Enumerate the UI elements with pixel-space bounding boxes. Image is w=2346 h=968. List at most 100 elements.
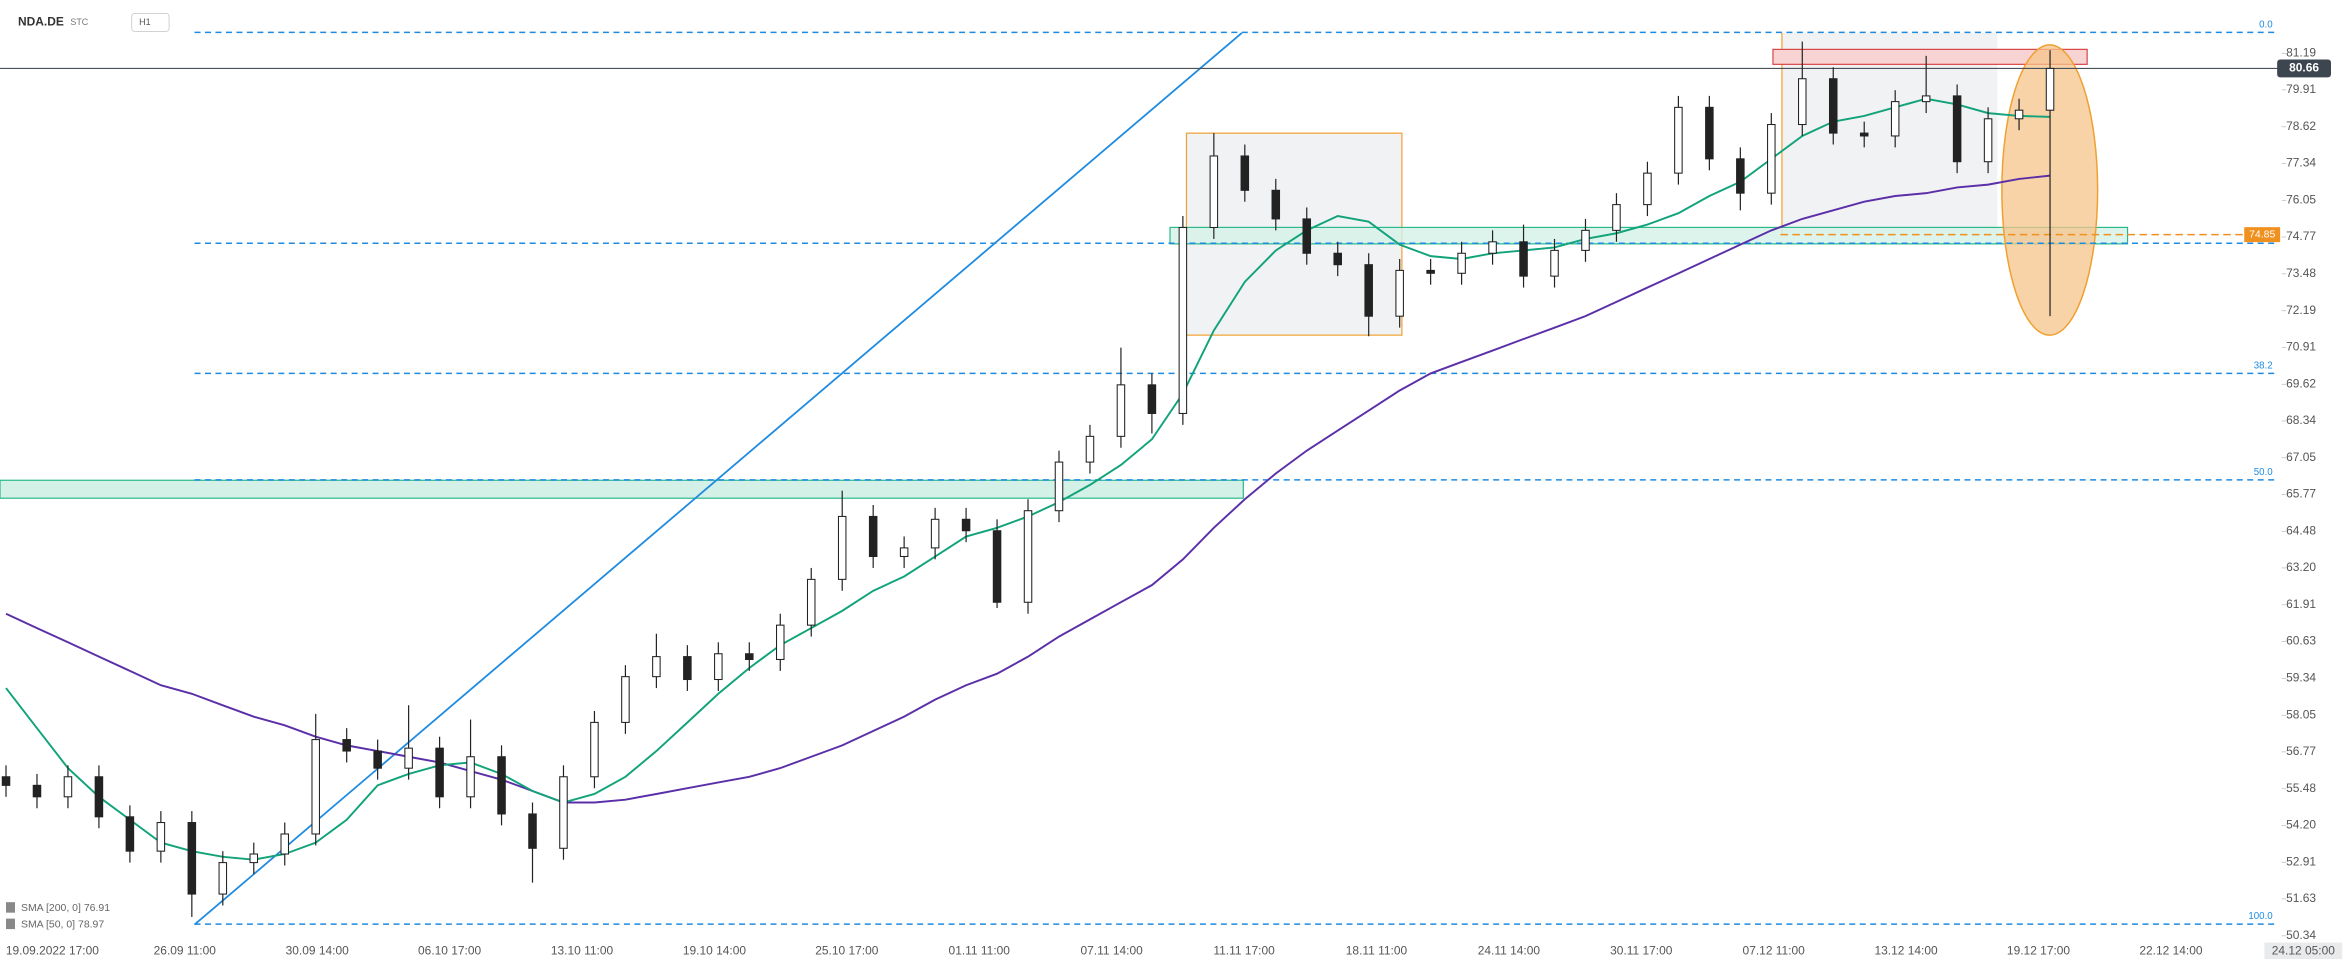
candle-body bbox=[1116, 384, 1126, 437]
candle-body bbox=[2045, 67, 2055, 111]
x-tick-label: 19.10 14:00 bbox=[683, 944, 746, 958]
axes: 81.19 79.91 78.62 77.34 76.05 74.77 73.48 72.19… bbox=[6, 45, 2343, 960]
x-tick-label: 22.12 14:00 bbox=[2139, 944, 2202, 958]
candle-body bbox=[1302, 218, 1312, 254]
candle-body bbox=[1983, 118, 1993, 163]
candle-body bbox=[125, 816, 135, 852]
y-tick-label: 60.63 bbox=[2286, 634, 2316, 648]
timeframe[interactable]: H1 bbox=[139, 17, 150, 27]
legend-icon bbox=[6, 918, 15, 930]
x-tick-label: 07.12 11:00 bbox=[1743, 944, 1806, 958]
candle-body bbox=[2014, 109, 2024, 120]
candle-body bbox=[559, 776, 568, 849]
y-tick-label: 52.91 bbox=[2286, 854, 2316, 868]
y-tick-label: 78.62 bbox=[2286, 119, 2316, 133]
candle-body bbox=[1178, 226, 1188, 414]
y-tick-label: 69.62 bbox=[2286, 376, 2316, 390]
y-tick-label: 56.77 bbox=[2286, 744, 2316, 758]
x-tick-highlight bbox=[2264, 942, 2343, 960]
y-tick-label: 79.91 bbox=[2286, 82, 2316, 96]
candle-body bbox=[868, 515, 878, 558]
candle-body bbox=[1890, 101, 1900, 137]
candle-body bbox=[683, 656, 692, 681]
candles bbox=[1, 41, 2055, 917]
legend-icon bbox=[6, 902, 15, 913]
y-tick-label: 70.91 bbox=[2286, 340, 2316, 354]
tag: STC bbox=[70, 17, 88, 27]
y-tick-label: 76.05 bbox=[2286, 192, 2316, 206]
legend-entry: SMA [50, 0] 78.97 bbox=[21, 919, 104, 930]
x-tick-label: 24.12 05:00 bbox=[2272, 944, 2335, 958]
candle-body bbox=[961, 518, 971, 532]
candle-body bbox=[249, 853, 259, 864]
resistance-zone bbox=[1772, 48, 2088, 65]
x-tick-label: 19.12 17:00 bbox=[2007, 944, 2070, 958]
support-zone bbox=[1169, 226, 2129, 245]
candle-body bbox=[1488, 241, 1497, 254]
candle-body bbox=[1550, 249, 1559, 277]
fib-label: 50.0 bbox=[2254, 467, 2274, 478]
candle-body bbox=[497, 756, 506, 815]
support-zone bbox=[0, 479, 1244, 499]
candle-body bbox=[63, 776, 73, 798]
candle-body bbox=[1457, 252, 1466, 274]
x-tick-label: 25.10 17:00 bbox=[815, 944, 878, 958]
trend-line bbox=[193, 32, 1243, 926]
candle-body bbox=[1643, 172, 1652, 206]
y-tick-label: 54.20 bbox=[2286, 818, 2316, 832]
x-tick-label: 07.11 14:00 bbox=[1081, 944, 1144, 958]
candle-body bbox=[1085, 435, 1095, 463]
candle-body bbox=[652, 656, 661, 678]
y-tick-label: 59.34 bbox=[2286, 671, 2316, 685]
candle-body bbox=[1271, 189, 1281, 220]
y-tick-label: 73.48 bbox=[2286, 266, 2316, 280]
candle-body bbox=[311, 739, 320, 835]
candle-body bbox=[590, 721, 599, 778]
last-price-badge bbox=[2277, 59, 2332, 78]
candle-body bbox=[1612, 204, 1621, 231]
candle-body bbox=[806, 578, 816, 626]
candle-body bbox=[94, 776, 104, 818]
timeframe-select[interactable] bbox=[131, 13, 170, 32]
fib-label: 0.0 bbox=[2259, 19, 2273, 30]
y-tick-label: 64.48 bbox=[2286, 523, 2316, 537]
y-tick-label: 68.34 bbox=[2286, 413, 2316, 427]
y-tick-label: 50.34 bbox=[2286, 928, 2316, 942]
candle-body bbox=[899, 547, 909, 558]
candle-body bbox=[218, 862, 228, 895]
candle-body bbox=[621, 676, 630, 723]
candle-body bbox=[404, 747, 413, 769]
candle-body bbox=[1333, 252, 1342, 266]
consolidation-box bbox=[1781, 32, 1998, 235]
candle-body bbox=[280, 833, 290, 855]
y-tick-label: 65.77 bbox=[2286, 487, 2316, 501]
candle-body bbox=[1209, 155, 1219, 229]
candle-body bbox=[1054, 461, 1064, 512]
candle-body bbox=[1240, 155, 1250, 191]
x-tick-label: 11.11 17:00 bbox=[1213, 944, 1275, 958]
legend-entry: SMA [200, 0] 76.91 bbox=[21, 903, 110, 914]
candle-body bbox=[714, 653, 723, 681]
x-tick-label: 26.09 11:00 bbox=[154, 944, 217, 958]
fib-label: 38.2 bbox=[2254, 360, 2273, 371]
y-tick-label: 63.20 bbox=[2286, 560, 2316, 574]
symbol: NDA.DE bbox=[18, 15, 64, 29]
candle-body bbox=[1581, 229, 1590, 251]
candle-body bbox=[187, 822, 197, 895]
y-tick-label: 55.48 bbox=[2286, 781, 2316, 795]
candle-body bbox=[1426, 269, 1435, 274]
x-tick-label: 13.10 11:00 bbox=[551, 944, 614, 958]
x-tick-label: 30.11 17:00 bbox=[1610, 944, 1673, 958]
y-tick-label: 58.05 bbox=[2286, 707, 2316, 721]
candle-body bbox=[156, 822, 166, 852]
candle-body bbox=[1705, 106, 1714, 160]
y-tick-label: 74.77 bbox=[2286, 229, 2316, 243]
x-tick-label: 01.11 11:00 bbox=[949, 944, 1011, 958]
candle-body bbox=[1023, 510, 1033, 603]
candle-body bbox=[776, 624, 785, 661]
last-price-label: 80.66 bbox=[2289, 61, 2319, 75]
fib-label: 100.0 bbox=[2248, 911, 2273, 922]
candle-body bbox=[1, 776, 11, 786]
